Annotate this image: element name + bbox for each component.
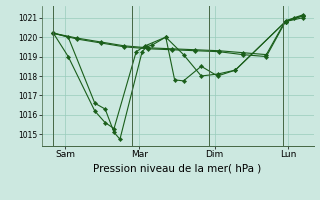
X-axis label: Pression niveau de la mer( hPa ): Pression niveau de la mer( hPa ): [93, 163, 262, 173]
